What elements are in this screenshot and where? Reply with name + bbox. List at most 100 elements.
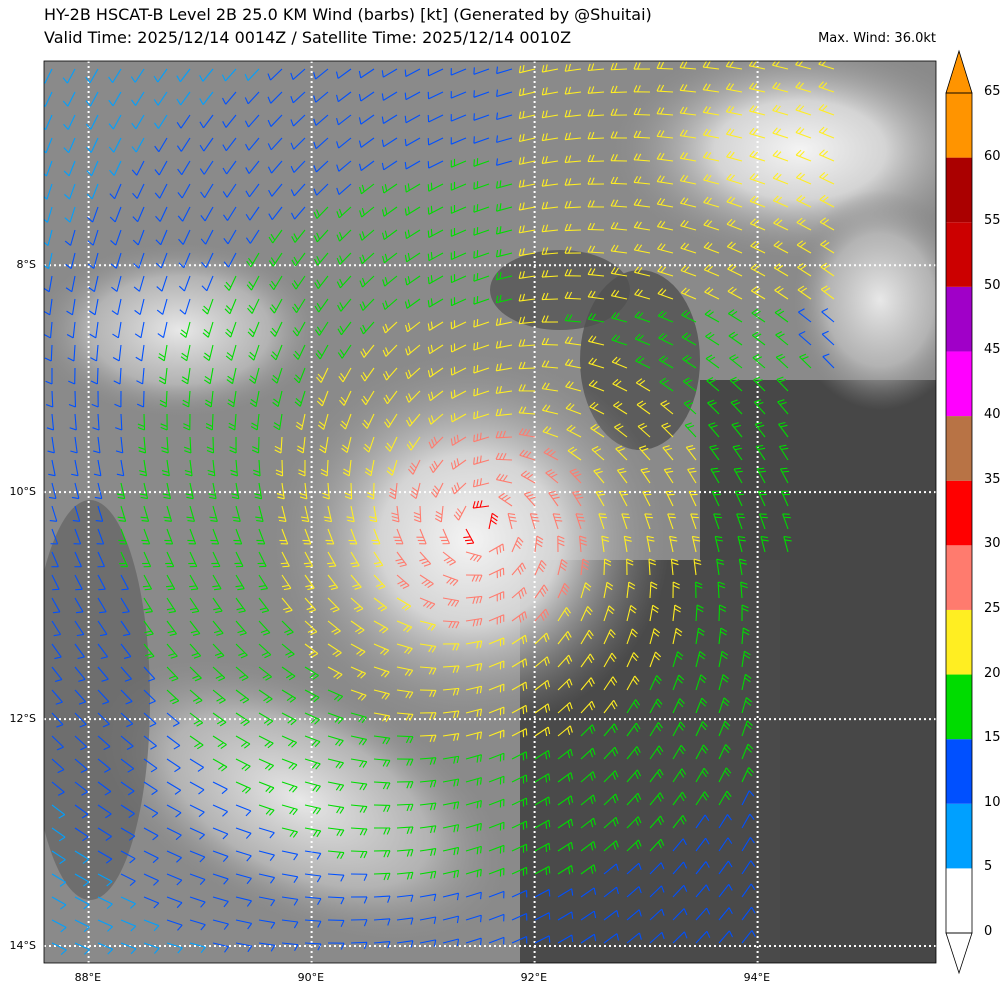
wind-barb (268, 183, 283, 197)
wind-barb (818, 61, 835, 70)
colorbar-segment (946, 157, 972, 223)
wind-barb (274, 436, 283, 454)
wind-barb (51, 873, 67, 887)
wind-barb (702, 151, 720, 162)
colorbar-label: 55 (984, 213, 1001, 229)
wind-barb (610, 289, 628, 300)
wind-barb (564, 336, 582, 346)
wind-barb (247, 321, 260, 338)
wind-barb (428, 436, 444, 449)
wind-barb (64, 183, 76, 200)
wind-barb (51, 666, 63, 682)
wind-barb (453, 505, 467, 521)
wind-barb (749, 195, 766, 208)
wind-barb (567, 446, 582, 461)
wind-barb (235, 942, 253, 953)
wind-barb (640, 467, 651, 484)
wind-barb (488, 752, 505, 762)
wind-barb (97, 827, 112, 841)
wind-barb (350, 712, 367, 724)
wind-barb (74, 597, 84, 614)
wind-barb (705, 354, 720, 369)
wind-barb (113, 367, 122, 385)
wind-barb (557, 535, 565, 553)
wind-barb (587, 63, 605, 72)
wind-barb (733, 467, 743, 484)
wind-barb (65, 252, 76, 269)
wind-barb (748, 82, 766, 93)
wind-barb (143, 666, 156, 682)
wind-barb (290, 114, 306, 127)
wind-barb (304, 804, 322, 815)
wind-barb (51, 551, 59, 568)
wind-barb (672, 721, 686, 737)
wind-barb (495, 249, 513, 258)
wind-barb (695, 604, 704, 622)
wind-barb (120, 758, 135, 773)
wind-barb (450, 137, 467, 145)
wind-barb (718, 930, 734, 944)
wind-barb (564, 358, 582, 369)
wind-barb (235, 574, 245, 591)
wind-barb (633, 266, 651, 277)
wind-barb (495, 294, 513, 304)
wind-barb (189, 827, 205, 840)
wind-barb (176, 68, 191, 83)
wind-barb (181, 367, 191, 385)
wind-barb (396, 620, 413, 633)
wind-barb (204, 367, 214, 385)
wind-barb (741, 673, 752, 691)
wind-barb (183, 436, 192, 454)
wind-barb (51, 597, 61, 614)
colorbar-segment (946, 480, 972, 546)
wind-barb (316, 390, 329, 407)
wind-barb (427, 91, 444, 100)
wind-barb (68, 367, 76, 385)
wind-barb (427, 390, 444, 402)
wind-barb (738, 558, 747, 576)
wind-barb (603, 863, 619, 875)
colorbar-segment (946, 222, 972, 287)
wind-barb (234, 551, 244, 568)
wind-barb (154, 114, 168, 129)
wind-barb (820, 262, 835, 277)
wind-barb (795, 104, 812, 116)
wind-barb (450, 366, 467, 376)
wind-barb (603, 816, 619, 829)
wind-barb (626, 558, 634, 576)
wind-barb (695, 930, 711, 944)
wind-barb (564, 200, 582, 209)
wind-barb (164, 528, 174, 545)
colorbar-label: 50 (984, 277, 1001, 293)
wind-barb (557, 818, 574, 829)
wind-barb (200, 206, 214, 222)
wind-barb (275, 459, 284, 477)
wind-barb (132, 183, 145, 199)
wind-barb (143, 620, 154, 637)
wind-barb (245, 160, 260, 174)
wind-barb (74, 896, 90, 910)
colorbar-segment (946, 803, 972, 869)
wind-barb (465, 708, 483, 717)
wind-barb (373, 758, 391, 767)
wind-barb (166, 735, 181, 750)
wind-barb (772, 82, 789, 93)
wind-barb (615, 445, 628, 461)
wind-barb (44, 160, 53, 177)
wind-barb (404, 160, 421, 170)
wind-barb (427, 137, 444, 146)
wind-barb (695, 674, 707, 691)
wind-barb (450, 204, 467, 214)
wind-barb (718, 720, 731, 737)
wind-barb (381, 183, 398, 194)
wind-barb (495, 271, 513, 281)
wind-barb (344, 482, 353, 500)
wind-barb (314, 321, 329, 336)
wind-barb (111, 275, 122, 292)
wind-barb (396, 871, 414, 880)
wind-barb (373, 872, 391, 881)
wind-barb (404, 91, 421, 101)
wind-barb (774, 285, 789, 300)
wind-barb (65, 275, 76, 293)
wind-barb (359, 206, 375, 218)
